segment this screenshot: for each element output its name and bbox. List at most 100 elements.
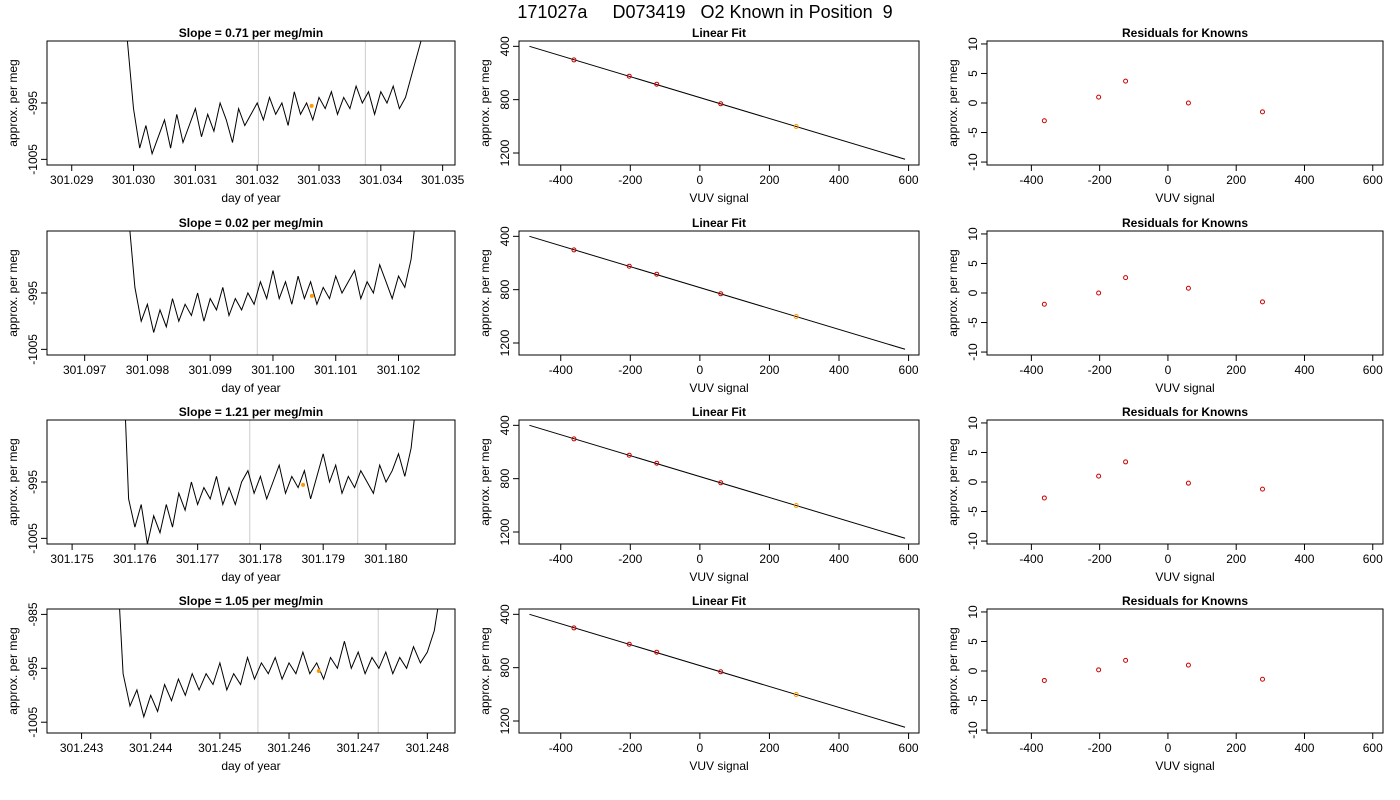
y-tick-label: 10 [966, 37, 980, 51]
plot-frame [518, 608, 920, 734]
chart-panel-12: Residuals for Knowns -400 -200 0 200 400 600 -1… [946, 594, 1384, 773]
y-tick-label: -995 [26, 91, 40, 115]
x-tick-label: 600 [1363, 363, 1383, 377]
x-tick-label: 301.244 [129, 741, 173, 755]
x-tick-label: 301.180 [364, 552, 408, 566]
y-tick-label: 0 [966, 289, 980, 296]
x-tick-label: 200 [759, 363, 779, 377]
x-tick-label: 301.248 [406, 741, 450, 755]
y-tick-label: -10 [966, 532, 980, 550]
x-axis-label: VUV signal [689, 570, 748, 584]
chart-panel-1: Slope = 0.71 per meg/min 301.029 301.030 30… [6, 26, 465, 205]
x-tick-label: 301.034 [359, 173, 403, 187]
x-tick-label: 0 [697, 363, 704, 377]
signal-trace-line [125, 420, 415, 544]
data-point [1259, 299, 1265, 305]
y-axis-label: approx. per meg [946, 249, 960, 336]
y-tick-label: -5 [966, 695, 980, 706]
chart-panel-9: Residuals for Knowns -400 -200 0 200 400 600 -1… [946, 405, 1384, 584]
x-tick-label: 301.035 [421, 173, 465, 187]
y-tick-label: 400 [498, 415, 512, 435]
data-point [1185, 285, 1191, 291]
chart-panel-3: Residuals for Knowns -400 -200 0 200 400 600 -1… [946, 26, 1384, 205]
x-tick-label: 301.033 [297, 173, 341, 187]
y-tick-label: 800 [498, 657, 512, 677]
fit-line [529, 613, 906, 728]
plot-frame [986, 608, 1384, 734]
x-tick-label: 301.176 [113, 552, 157, 566]
y-axis-label: approx. per meg [946, 59, 960, 146]
highlight-data-point [793, 123, 799, 129]
data-point [1123, 459, 1129, 465]
x-axis-label: VUV signal [1155, 191, 1214, 205]
x-axis-label: day of year [221, 570, 280, 584]
x-tick-label: -200 [618, 173, 642, 187]
data-point [1123, 657, 1129, 663]
x-tick-label: 0 [1165, 741, 1172, 755]
x-tick-label: 200 [759, 173, 779, 187]
x-tick-label: 301.101 [314, 363, 358, 377]
y-tick-label: 0 [966, 99, 980, 106]
x-tick-label: 400 [1294, 363, 1314, 377]
x-tick-label: 0 [1165, 363, 1172, 377]
y-tick-label: 400 [498, 36, 512, 56]
highlight-point [309, 103, 314, 108]
panel-title: Residuals for Knowns [1122, 26, 1248, 40]
x-tick-label: 301.175 [50, 552, 94, 566]
highlight-data-point [793, 502, 799, 508]
panel-title: Slope = 0.71 per meg/min [179, 26, 323, 40]
chart-panel-8: Linear Fit -400 -200 0 200 400 600 1200 800 400 VU… [478, 405, 920, 584]
data-point [1259, 676, 1265, 682]
x-tick-label: 400 [829, 552, 849, 566]
x-tick-label: 301.246 [267, 741, 311, 755]
y-tick-label: -1005 [26, 334, 40, 365]
x-tick-label: 301.032 [235, 173, 279, 187]
highlight-point [301, 482, 306, 487]
data-point [654, 81, 660, 87]
x-tick-label: 200 [1226, 552, 1246, 566]
y-tick-label: 10 [966, 605, 980, 619]
highlight-point [316, 669, 321, 673]
y-axis-label: approx. per meg [6, 59, 20, 146]
y-tick-label: -10 [966, 343, 980, 361]
x-axis-label: VUV signal [1155, 570, 1214, 584]
panel-grid: Slope = 0.71 per meg/min 301.029 301.030 30… [6, 26, 1384, 773]
data-point [1041, 301, 1047, 307]
x-axis-label: day of year [221, 191, 280, 205]
y-axis-label: approx. per meg [946, 438, 960, 525]
x-tick-label: -200 [618, 363, 642, 377]
y-tick-label: -995 [26, 281, 40, 305]
data-point [1185, 480, 1191, 486]
y-axis-label: approx. per meg [478, 438, 492, 525]
data-point [1123, 78, 1129, 84]
x-tick-label: 600 [1363, 741, 1383, 755]
x-tick-label: 0 [697, 741, 704, 755]
y-tick-label: 400 [498, 226, 512, 246]
data-point [1185, 662, 1191, 668]
fit-line [529, 45, 906, 160]
y-tick-label: 800 [498, 89, 512, 109]
y-tick-label: -995 [26, 470, 40, 494]
y-tick-label: -985 [26, 602, 40, 626]
x-tick-label: -400 [1019, 552, 1043, 566]
signal-trace-line [119, 609, 439, 719]
x-tick-label: -400 [549, 173, 573, 187]
highlight-data-point [793, 313, 799, 319]
data-point [1123, 275, 1129, 281]
x-tick-label: -400 [549, 552, 573, 566]
y-axis-label: approx. per meg [478, 627, 492, 714]
x-tick-label: 600 [1363, 173, 1383, 187]
data-point [718, 480, 724, 486]
x-tick-label: 400 [1294, 741, 1314, 755]
y-tick-label: -5 [966, 317, 980, 328]
x-tick-label: 301.247 [336, 741, 380, 755]
highlight-data-point [793, 691, 799, 697]
x-tick-label: 301.179 [301, 552, 345, 566]
x-tick-label: 200 [759, 552, 779, 566]
plot-frame [986, 230, 1384, 356]
x-tick-label: -200 [1088, 173, 1112, 187]
y-axis-label: approx. per meg [478, 59, 492, 146]
panel-title: Residuals for Knowns [1122, 216, 1248, 230]
signal-trace-line [126, 41, 422, 156]
